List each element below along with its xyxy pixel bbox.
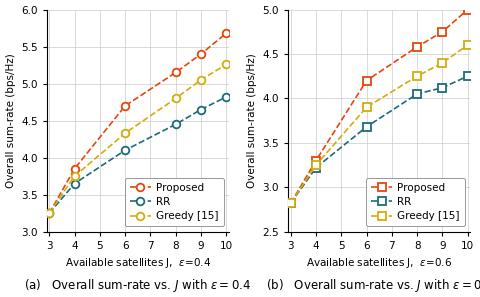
Proposed xyxy=(122,104,128,108)
Line: Proposed: Proposed xyxy=(287,6,471,207)
Greedy [15] xyxy=(288,201,294,205)
Proposed xyxy=(288,201,294,205)
RR xyxy=(198,108,204,111)
Greedy [15] xyxy=(72,174,77,178)
Proposed xyxy=(72,167,77,170)
Text: (b)   Overall sum-rate vs. $J$ with $\epsilon = 0.6$: (b) Overall sum-rate vs. $J$ with $\epsi… xyxy=(265,277,480,294)
Proposed xyxy=(364,79,370,82)
Legend: Proposed, RR, Greedy [15]: Proposed, RR, Greedy [15] xyxy=(366,178,465,226)
Greedy [15] xyxy=(440,61,445,65)
Proposed xyxy=(440,30,445,34)
Proposed xyxy=(198,52,204,56)
Greedy [15] xyxy=(173,97,179,100)
RR xyxy=(72,182,77,185)
Line: Greedy [15]: Greedy [15] xyxy=(287,41,471,207)
Line: Proposed: Proposed xyxy=(46,29,230,217)
Proposed xyxy=(223,31,229,35)
Line: RR: RR xyxy=(287,72,471,207)
RR xyxy=(122,148,128,152)
RR xyxy=(440,86,445,89)
Greedy [15] xyxy=(465,43,470,47)
RR xyxy=(364,125,370,129)
Line: Greedy [15]: Greedy [15] xyxy=(46,61,230,217)
RR xyxy=(414,92,420,96)
Greedy [15] xyxy=(122,131,128,135)
Proposed xyxy=(47,211,52,215)
X-axis label: Available satellites J,  $\epsilon$=0.6: Available satellites J, $\epsilon$=0.6 xyxy=(306,256,452,270)
RR xyxy=(465,75,470,78)
Y-axis label: Overall sum-rate (bps/Hz): Overall sum-rate (bps/Hz) xyxy=(247,53,257,188)
Y-axis label: Overall sum-rate (bps/Hz): Overall sum-rate (bps/Hz) xyxy=(6,53,15,188)
Proposed xyxy=(313,159,319,162)
Line: RR: RR xyxy=(46,93,230,217)
Proposed xyxy=(173,71,179,74)
Proposed xyxy=(465,8,470,11)
Greedy [15] xyxy=(364,105,370,109)
Legend: Proposed, RR, Greedy [15]: Proposed, RR, Greedy [15] xyxy=(125,178,224,226)
RR xyxy=(223,95,229,99)
Greedy [15] xyxy=(313,163,319,167)
RR xyxy=(288,201,294,205)
Text: (a)   Overall sum-rate vs. $J$ with $\epsilon = 0.4$: (a) Overall sum-rate vs. $J$ with $\epsi… xyxy=(24,277,252,294)
Greedy [15] xyxy=(223,63,229,66)
Greedy [15] xyxy=(47,211,52,215)
RR xyxy=(173,123,179,126)
Greedy [15] xyxy=(414,75,420,78)
RR xyxy=(47,211,52,215)
Proposed xyxy=(414,45,420,49)
X-axis label: Available satellites J,  $\epsilon$=0.4: Available satellites J, $\epsilon$=0.4 xyxy=(65,256,211,270)
RR xyxy=(313,166,319,170)
Greedy [15] xyxy=(198,78,204,82)
